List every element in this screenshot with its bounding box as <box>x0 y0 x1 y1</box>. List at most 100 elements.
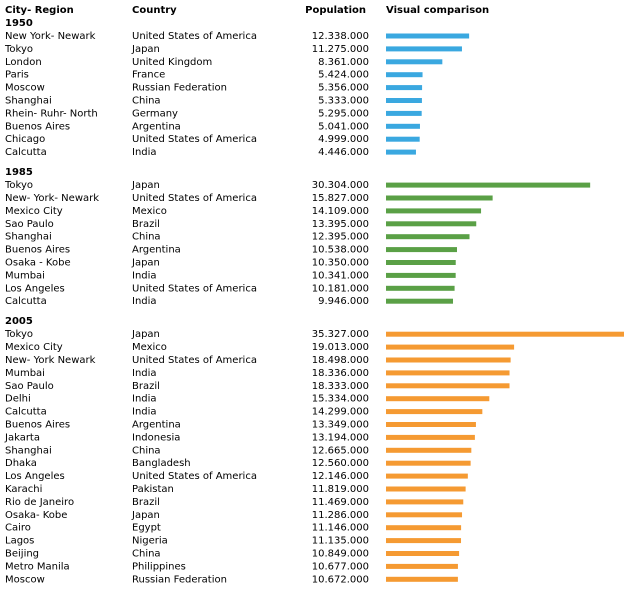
bar <box>386 272 456 278</box>
population: 9.946.000 <box>318 296 369 307</box>
bar <box>386 234 470 240</box>
group-year: 1950 <box>5 18 33 29</box>
bar <box>386 383 510 389</box>
bar <box>386 486 466 492</box>
country: Brazil <box>132 219 160 230</box>
city: Rio de Janeiro <box>5 497 74 508</box>
bar <box>386 59 443 65</box>
bar <box>386 460 471 466</box>
country: China <box>132 549 161 560</box>
population: 30.304.000 <box>312 180 369 191</box>
country: Argentina <box>132 121 181 132</box>
city: Calcutta <box>5 147 47 158</box>
bar <box>386 370 510 376</box>
population: 10.677.000 <box>312 561 369 572</box>
bar <box>386 85 423 91</box>
bar <box>386 72 423 78</box>
population: 12.665.000 <box>312 445 369 456</box>
bar <box>386 551 460 556</box>
city: Osaka - Kobe <box>5 258 71 269</box>
city: Beijing <box>5 549 39 560</box>
population: 5.356.000 <box>318 83 369 94</box>
bar <box>386 512 463 518</box>
country: United States of America <box>132 31 257 42</box>
population: 18.333.000 <box>312 381 369 392</box>
bar <box>386 434 475 440</box>
city: Moscow <box>5 83 45 94</box>
city: Sao Paulo <box>5 219 54 230</box>
population: 10.538.000 <box>312 245 369 256</box>
city: Mexico City <box>5 206 63 217</box>
city: Tokyo <box>4 44 33 55</box>
country: Japan <box>131 510 160 521</box>
country: Russian Federation <box>132 83 227 94</box>
country: Russian Federation <box>132 574 227 585</box>
country: Egypt <box>132 523 161 534</box>
population: 11.135.000 <box>312 536 369 547</box>
population: 35.327.000 <box>312 329 369 340</box>
bar <box>386 195 493 201</box>
country: France <box>132 70 165 81</box>
country: India <box>132 394 157 405</box>
country: Indonesia <box>132 432 180 443</box>
group-year: 1985 <box>5 167 33 178</box>
bar <box>386 46 462 52</box>
country: China <box>132 232 161 243</box>
population: 10.350.000 <box>312 258 369 269</box>
column-header: Country <box>132 5 177 16</box>
bar <box>386 538 462 544</box>
city: Calcutta <box>5 407 47 418</box>
country: Nigeria <box>132 536 168 547</box>
population: 11.275.000 <box>312 44 369 55</box>
country: Argentina <box>132 245 181 256</box>
population: 5.295.000 <box>318 108 369 119</box>
group-year: 2005 <box>5 316 33 327</box>
country: India <box>132 368 157 379</box>
city: Calcutta <box>5 296 47 307</box>
city: New- York- Newark <box>5 193 99 204</box>
population: 12.560.000 <box>312 458 369 469</box>
city: Buenos Aires <box>5 245 70 256</box>
population: 12.338.000 <box>312 31 369 42</box>
country: Brazil <box>132 497 160 508</box>
bar <box>386 33 470 39</box>
city: Sao Paulo <box>5 381 54 392</box>
country: United States of America <box>132 283 257 294</box>
population: 11.146.000 <box>312 523 369 534</box>
country: India <box>132 407 157 418</box>
bar <box>386 396 490 402</box>
bar <box>386 136 420 142</box>
population: 13.349.000 <box>312 420 369 431</box>
population: 14.109.000 <box>312 206 369 217</box>
city: Cairo <box>5 523 31 534</box>
population: 12.395.000 <box>312 232 369 243</box>
city: Lagos <box>5 536 34 547</box>
city: Karachi <box>5 484 42 495</box>
country: Japan <box>131 329 160 340</box>
city: Mumbai <box>5 368 45 379</box>
country: Mexico <box>132 342 167 353</box>
country: Pakistan <box>132 484 174 495</box>
city: Chicago <box>5 134 45 145</box>
population: 12.146.000 <box>312 471 369 482</box>
country: Brazil <box>132 381 160 392</box>
population: 5.333.000 <box>318 96 369 107</box>
country: Bangladesh <box>132 458 191 469</box>
population: 11.286.000 <box>312 510 369 521</box>
population: 5.424.000 <box>318 70 369 81</box>
city: New York- Newark <box>5 31 96 42</box>
bar <box>386 298 454 304</box>
city: Buenos Aires <box>5 121 70 132</box>
country: United States of America <box>132 193 257 204</box>
bar <box>386 563 458 569</box>
country: China <box>132 96 161 107</box>
bar <box>386 409 483 415</box>
population: 4.446.000 <box>318 147 369 158</box>
population: 10.849.000 <box>312 549 369 560</box>
city: Dhaka <box>5 458 37 469</box>
country: China <box>132 445 161 456</box>
column-header: Population <box>305 5 366 16</box>
bar <box>386 208 482 214</box>
population: 13.194.000 <box>312 432 369 443</box>
